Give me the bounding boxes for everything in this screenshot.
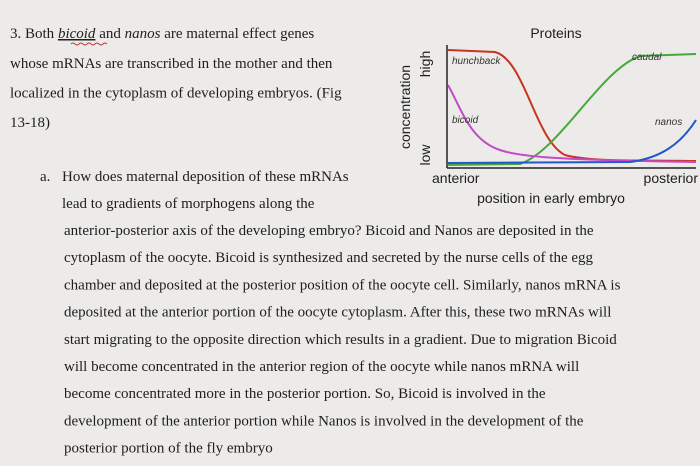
x-end: posterior — [644, 170, 699, 186]
answer-line: posterior portion of the fly embryo — [64, 441, 273, 457]
figure: Proteins concentration high low anterior… — [397, 25, 698, 206]
answer-line: chamber and deposited at the posterior p… — [64, 277, 621, 293]
text: 3. Both — [10, 26, 58, 42]
curve-label: hunchback — [452, 56, 501, 67]
answer-line: deposited at the anterior portion of the… — [64, 305, 611, 321]
part-label: a. — [40, 169, 50, 185]
question-line: whose mRNAs are transcribed in the mothe… — [10, 56, 333, 72]
gene-name: bicoid — [58, 26, 96, 42]
question-line: localized in the cytoplasm of developing… — [10, 86, 342, 102]
caudal-curve — [447, 53, 697, 166]
y-axis-label: concentration — [397, 65, 413, 149]
text: are maternal effect genes — [160, 26, 314, 42]
question-line: 13-18) — [10, 115, 50, 131]
part-question-line: lead to gradients of morphogens along th… — [62, 196, 315, 212]
answer-line: cytoplasm of the oocyte. Bicoid is synth… — [64, 250, 594, 266]
text-body: whose mRNAs are transcribed in the mothe… — [10, 56, 621, 457]
y-high: high — [417, 51, 433, 77]
answer-line: become concentrated more in the posterio… — [64, 386, 546, 402]
question-first-line: 3. Both bicoid and nanos are maternal ef… — [10, 26, 314, 42]
spell-underline — [70, 42, 108, 46]
curve-label: caudal — [632, 52, 662, 63]
figure-title: Proteins — [530, 25, 581, 41]
nanos-curve — [447, 119, 697, 164]
answer-line: development of the anterior portion whil… — [64, 413, 584, 429]
gene-name: nanos — [125, 26, 161, 42]
answer-line: anterior-posterior axis of the developin… — [64, 223, 594, 239]
answer-line: start migrating to the opposite directio… — [64, 332, 617, 348]
part-question-line: How does maternal deposition of these mR… — [62, 169, 349, 185]
x-start: anterior — [432, 170, 480, 186]
y-low: low — [417, 144, 433, 166]
answer-line: will become concentrated in the anterior… — [64, 359, 579, 375]
curve-label: bicoid — [452, 115, 479, 126]
text: and — [95, 26, 124, 42]
curve-label: nanos — [655, 117, 682, 128]
bicoid-curve — [447, 84, 697, 163]
x-axis-label: position in early embryo — [477, 190, 625, 206]
